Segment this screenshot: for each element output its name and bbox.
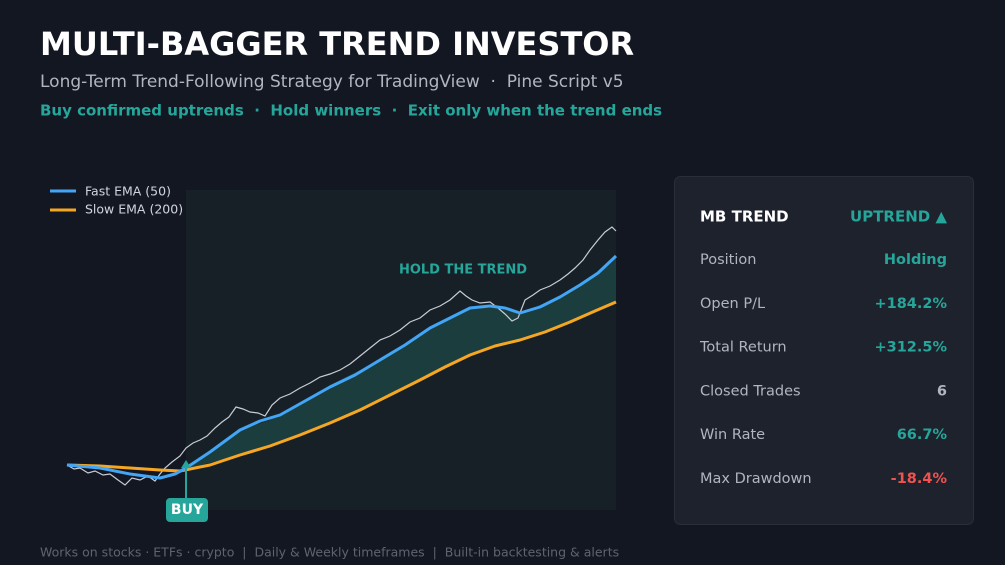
legend-label: Fast EMA (50) [85, 184, 171, 199]
buy-arrowhead [181, 460, 191, 468]
buy-badge [166, 498, 208, 522]
row-label: Closed Trades [700, 383, 801, 399]
price-line [66, 226, 617, 486]
chart: Fast EMA (50) Slow EMA (200) HOLD THE TR… [50, 184, 618, 522]
row-label: Open P/L [700, 296, 765, 312]
panel-title: MB TREND [700, 208, 789, 226]
row-value: 66.7% [897, 427, 948, 443]
row-value: -18.4% [891, 471, 948, 487]
status-panel: MB TREND UPTREND ▲ Position Holding Open P… [674, 176, 974, 525]
row-label: Total Return [699, 340, 787, 356]
row-value: +184.2% [874, 296, 947, 312]
annotation: HOLD THE TREND [399, 263, 527, 278]
row-label: Win Rate [700, 427, 765, 443]
row-label: Max Drawdown [700, 471, 812, 487]
row-label: Position [700, 252, 756, 268]
row-value: Holding [884, 252, 947, 268]
tagline: Buy confirmed uptrends · Hold winners · … [40, 102, 662, 120]
row-value: +312.5% [874, 340, 947, 356]
buy-label: BUY [171, 502, 204, 518]
legend-label: Slow EMA (200) [85, 202, 183, 217]
fast-ema-line [66, 254, 618, 480]
row-value: 6 [937, 383, 947, 399]
trend-status: UPTREND ▲ [850, 208, 947, 226]
footer: Works on stocks · ETFs · crypto | Daily … [40, 545, 619, 560]
title: MULTI-BAGGER TREND INVESTOR [40, 25, 634, 63]
subtitle: Long-Term Trend-Following Strategy for T… [40, 72, 624, 92]
panel-box [674, 176, 974, 525]
slow-ema-line [66, 300, 617, 473]
trend-fill [186, 256, 616, 469]
